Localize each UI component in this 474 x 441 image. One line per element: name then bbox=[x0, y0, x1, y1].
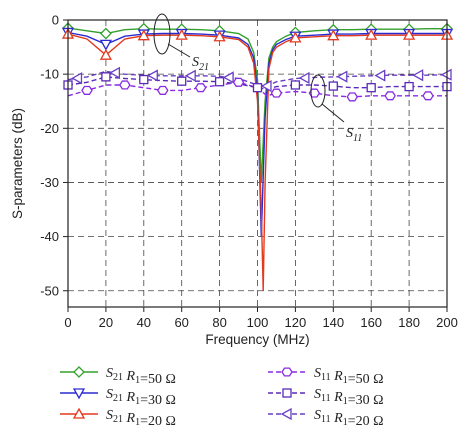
x-tick-label-10: 200 bbox=[436, 315, 458, 330]
legend-marker-4 bbox=[282, 388, 292, 398]
series-4-marker-6 bbox=[290, 80, 301, 90]
series-5-marker-3 bbox=[184, 69, 196, 82]
series-line-2 bbox=[67, 33, 447, 291]
series-2-marker-2 bbox=[137, 29, 150, 41]
x-tick-label-1: 20 bbox=[99, 315, 113, 330]
legend-item-3: S11 R1=50 Ω bbox=[268, 366, 384, 387]
series-5-marker-8 bbox=[374, 69, 386, 82]
legend-marker-1 bbox=[72, 388, 86, 400]
s21-annotation-label: S21 bbox=[192, 55, 209, 73]
series-4-marker-2 bbox=[139, 74, 149, 85]
series-5-marker-0 bbox=[71, 72, 83, 85]
s11-annotation-ellipse bbox=[310, 74, 326, 108]
x-tick-label-3: 60 bbox=[174, 315, 188, 330]
y-tick-label-4: -40 bbox=[40, 229, 59, 244]
legend-item-4: S11 R1=30 Ω bbox=[268, 387, 384, 408]
series-3-marker-7 bbox=[346, 92, 359, 102]
x-tick-label-9: 180 bbox=[398, 315, 420, 330]
s21-annotation-pointer bbox=[167, 43, 191, 58]
series-line-3 bbox=[67, 81, 447, 98]
series-3-marker-0 bbox=[81, 85, 93, 95]
legend-item-1: S21 R1=30 Ω bbox=[60, 387, 176, 408]
series-2-marker-8 bbox=[402, 28, 416, 40]
series-4-marker-4 bbox=[214, 77, 225, 87]
x-axis-title: Frequency (MHz) bbox=[205, 332, 309, 347]
legend-item-5: S11 R1=20 Ω bbox=[268, 407, 384, 429]
legend-label-0: S21 R1=50 Ω bbox=[106, 366, 176, 387]
series-2-marker-6 bbox=[327, 29, 340, 41]
x-tick-label-8: 160 bbox=[360, 315, 382, 330]
legend-label-4: S11 R1=30 Ω bbox=[314, 387, 384, 408]
series-5-marker-9 bbox=[412, 69, 424, 82]
series-1-marker-1 bbox=[99, 39, 113, 51]
legend-item-2: S21 R1=20 Ω bbox=[60, 407, 176, 429]
legend-label-1: S21 R1=30 Ω bbox=[106, 387, 176, 408]
series-2-marker-5 bbox=[289, 31, 302, 43]
y-axis-title: S-parameters (dB) bbox=[10, 108, 25, 219]
series-5-marker-7 bbox=[336, 70, 348, 83]
series-2-marker-7 bbox=[365, 28, 378, 40]
grid-lines bbox=[68, 20, 447, 307]
series-4-marker-9 bbox=[404, 81, 414, 92]
legend-label-2: S21 R1=20 Ω bbox=[106, 408, 176, 429]
series-5-marker-4 bbox=[222, 71, 234, 84]
legend-marker-3 bbox=[281, 367, 293, 377]
series-4-marker-8 bbox=[366, 83, 376, 93]
x-tick-label-5: 100 bbox=[247, 315, 269, 330]
y-tick-label-3: -30 bbox=[40, 175, 59, 190]
legend-marker-5 bbox=[280, 407, 292, 421]
series-5-marker-2 bbox=[146, 69, 158, 82]
series-line-4 bbox=[67, 76, 447, 91]
x-tick-labels: 0 20 40 60 80 100 120 140 160 180 200 bbox=[64, 315, 457, 330]
legend-label-5: S11 R1=20 Ω bbox=[314, 408, 384, 429]
y-tick-label-0: 0 bbox=[52, 13, 59, 28]
series-3-marker-2 bbox=[156, 85, 169, 95]
series-5-marker-6 bbox=[298, 71, 310, 85]
legend-marker-0 bbox=[73, 366, 85, 378]
series-2-marker-1 bbox=[99, 48, 113, 60]
legend-marker-2 bbox=[72, 407, 86, 419]
legend-label-3: S11 R1=50 Ω bbox=[314, 366, 384, 387]
series-0-marker-1 bbox=[99, 27, 112, 40]
series-5-marker-5 bbox=[260, 79, 272, 93]
s21-annotation-ellipse bbox=[153, 13, 171, 55]
series-4-marker-1 bbox=[101, 72, 111, 82]
legend-item-0: S21 R1=50 Ω bbox=[60, 366, 176, 387]
series-3-marker-3 bbox=[194, 83, 207, 93]
series-4-marker-7 bbox=[328, 81, 338, 91]
series-4-marker-5 bbox=[252, 83, 263, 93]
series-3-marker-1 bbox=[119, 80, 131, 90]
x-tick-label-4: 80 bbox=[212, 315, 226, 330]
series-3-marker-5 bbox=[270, 88, 283, 98]
x-tick-label-0: 0 bbox=[64, 315, 71, 330]
series-line-0 bbox=[67, 27, 447, 183]
axis-ticks bbox=[63, 19, 448, 312]
series-3-marker-8 bbox=[384, 91, 396, 101]
series-2-marker-3 bbox=[175, 28, 188, 40]
series-line-1 bbox=[67, 31, 447, 237]
s11-annotation-label: S11 bbox=[346, 126, 362, 144]
s11-annotation-pointer bbox=[321, 103, 345, 123]
series-2-marker-4 bbox=[213, 30, 226, 42]
annotations: S21 S11 bbox=[153, 13, 362, 144]
x-tick-label-7: 140 bbox=[322, 315, 344, 330]
x-tick-label-2: 40 bbox=[137, 315, 151, 330]
y-tick-labels: 0 -10 -20 -30 -40 -50 bbox=[40, 13, 59, 299]
series-5-marker-1 bbox=[109, 66, 121, 79]
y-tick-label-5: -50 bbox=[40, 283, 59, 298]
series-3-marker-9 bbox=[422, 91, 434, 101]
series-3-marker-4 bbox=[232, 77, 245, 87]
x-tick-label-6: 120 bbox=[285, 315, 307, 330]
y-tick-label-1: -10 bbox=[40, 67, 59, 82]
series-3-marker-6 bbox=[308, 88, 321, 98]
y-tick-label-2: -20 bbox=[40, 121, 59, 136]
series-4-marker-3 bbox=[177, 76, 187, 86]
